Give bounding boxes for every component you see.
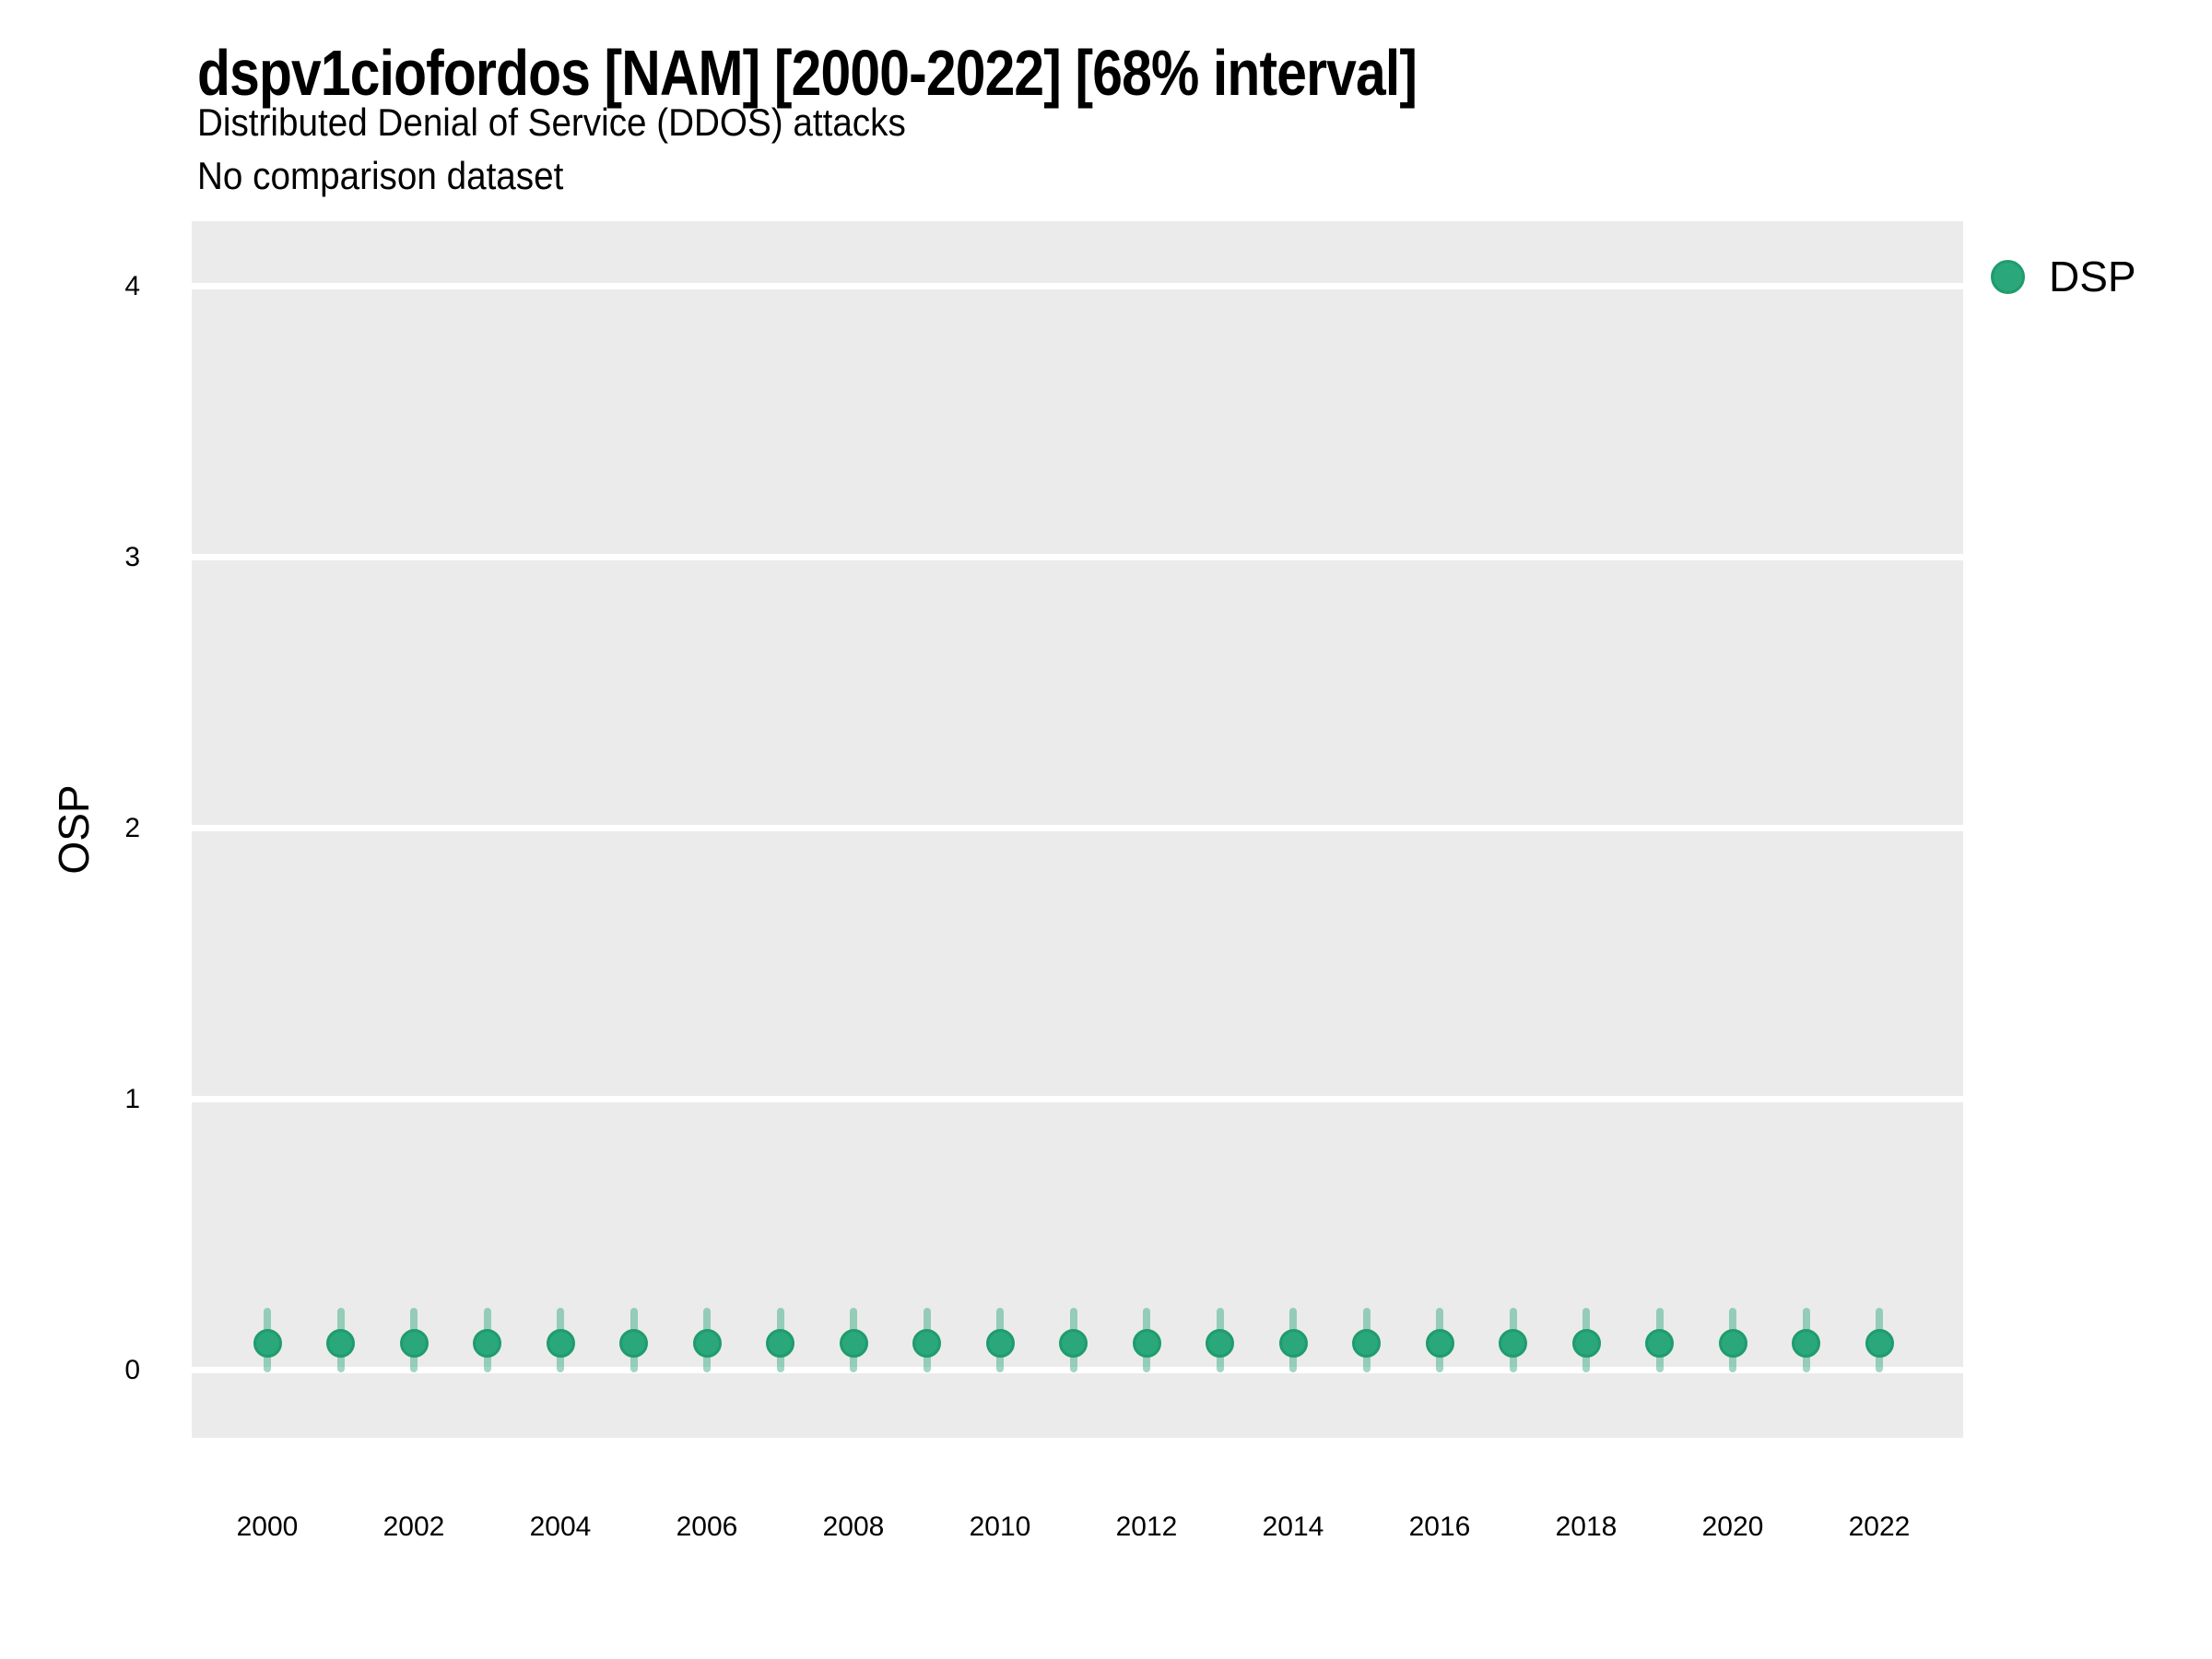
x-tick-label-2000: 2000 xyxy=(236,1512,299,1542)
data-point-2019 xyxy=(1645,1328,1674,1358)
data-point-2020 xyxy=(1718,1328,1747,1358)
y-tick-label-4: 4 xyxy=(124,270,140,301)
x-tick-label-2008: 2008 xyxy=(822,1512,885,1542)
y-tick-label-0: 0 xyxy=(124,1354,140,1385)
data-point-2009 xyxy=(912,1328,941,1358)
data-point-2016 xyxy=(1425,1328,1454,1358)
data-point-2011 xyxy=(1059,1328,1088,1358)
gridline-y-1 xyxy=(192,1096,1963,1103)
chart-subtitle: Distributed Denial of Service (DDOS) att… xyxy=(197,100,906,144)
x-tick-label-2012: 2012 xyxy=(1115,1512,1178,1542)
gridline-y-0 xyxy=(192,1367,1963,1373)
chart-title: dspv1ciofordos [NAM] [2000-2022] [68% in… xyxy=(197,37,1418,109)
data-point-2006 xyxy=(692,1328,722,1358)
legend-label: DSP xyxy=(2049,253,2136,300)
data-point-2015 xyxy=(1352,1328,1381,1358)
x-tick-label-2020: 2020 xyxy=(1701,1512,1764,1542)
x-tick-label-2014: 2014 xyxy=(1262,1512,1324,1542)
plot-panel xyxy=(192,221,1963,1438)
comparison-note: No comparison dataset xyxy=(197,154,564,197)
data-point-2022 xyxy=(1865,1328,1894,1358)
data-point-2001 xyxy=(326,1328,355,1358)
x-tick-label-2022: 2022 xyxy=(1848,1512,1911,1542)
data-point-2005 xyxy=(619,1328,648,1358)
legend: DSP xyxy=(1991,249,2136,304)
data-point-2014 xyxy=(1278,1328,1308,1358)
x-tick-label-2002: 2002 xyxy=(382,1512,445,1542)
data-point-2018 xyxy=(1571,1328,1601,1358)
data-point-2021 xyxy=(1792,1328,1820,1358)
data-point-2010 xyxy=(985,1328,1015,1358)
y-tick-label-1: 1 xyxy=(124,1083,140,1114)
x-tick-label-2010: 2010 xyxy=(969,1512,1031,1542)
x-tick-label-2016: 2016 xyxy=(1408,1512,1471,1542)
gridline-y-3 xyxy=(192,554,1963,561)
y-tick-label-3: 3 xyxy=(124,541,140,572)
x-tick-label-2018: 2018 xyxy=(1555,1512,1618,1542)
y-tick-label-2: 2 xyxy=(124,812,140,843)
gridline-y-4 xyxy=(192,283,1963,290)
data-point-2003 xyxy=(473,1328,501,1358)
data-point-2013 xyxy=(1206,1328,1234,1358)
data-point-2002 xyxy=(399,1328,429,1358)
x-tick-label-2004: 2004 xyxy=(529,1512,592,1542)
data-point-2017 xyxy=(1499,1328,1527,1358)
data-point-2004 xyxy=(546,1328,575,1358)
legend-circle-icon xyxy=(1991,259,2025,294)
data-point-2007 xyxy=(766,1328,794,1358)
x-tick-label-2006: 2006 xyxy=(676,1512,738,1542)
data-point-2008 xyxy=(839,1328,868,1358)
data-point-2000 xyxy=(253,1328,282,1358)
gridline-y-2 xyxy=(192,825,1963,832)
data-point-2012 xyxy=(1132,1328,1161,1358)
